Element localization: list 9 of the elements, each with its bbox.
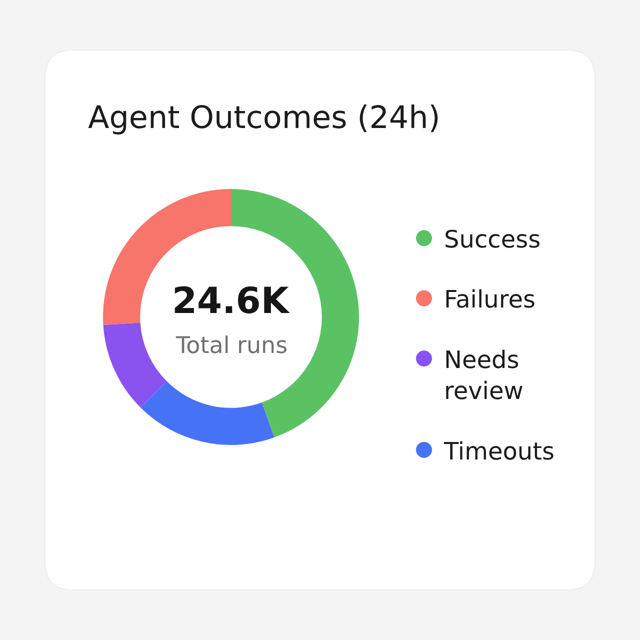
donut-slice bbox=[103, 322, 167, 408]
text: 24.6K bbox=[172, 281, 290, 322]
legend-label: Success bbox=[444, 225, 541, 254]
text: Total runs bbox=[175, 333, 288, 359]
chart-title: Agent Outcomes (24h) bbox=[88, 100, 440, 136]
legend-label: Needs review bbox=[444, 346, 524, 406]
legend-label: Failures bbox=[444, 286, 536, 314]
donut-slice bbox=[140, 381, 274, 445]
legend-label: Timeouts bbox=[443, 437, 555, 466]
